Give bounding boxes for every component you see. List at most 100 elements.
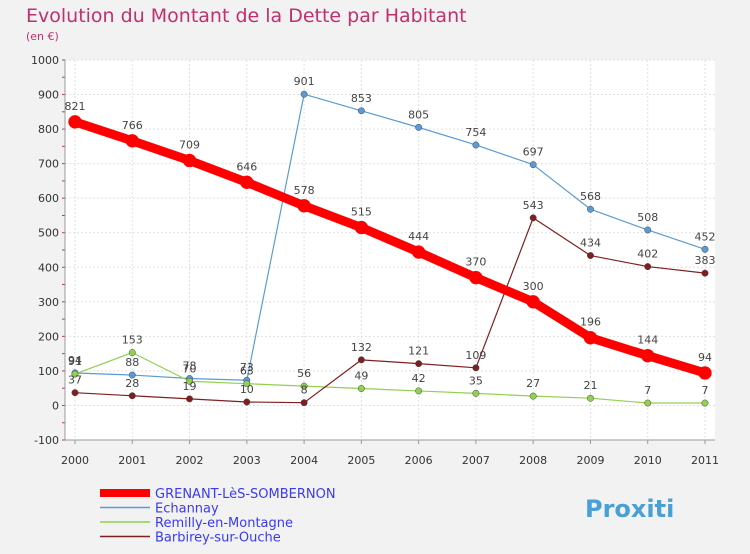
proxiti-logo: Proxiti <box>585 495 674 523</box>
data-label: 63 <box>240 365 254 378</box>
data-label: 78 <box>183 360 197 373</box>
chart-subtitle: (en €) <box>26 30 59 43</box>
y-tick-label: 900 <box>38 89 59 102</box>
data-point <box>415 387 423 395</box>
data-point <box>644 399 652 407</box>
y-tick-label: 400 <box>38 261 59 274</box>
data-point <box>587 252 594 259</box>
data-label: 49 <box>354 370 368 383</box>
data-label: 508 <box>637 211 658 224</box>
data-label: 7 <box>702 384 709 397</box>
data-point <box>128 392 136 400</box>
data-point <box>644 226 652 234</box>
data-label: 121 <box>408 345 429 358</box>
data-point <box>472 389 480 397</box>
data-point <box>297 199 311 213</box>
data-point <box>529 214 537 222</box>
y-tick-label: 300 <box>38 296 59 309</box>
x-tick-label: 2007 <box>462 454 490 467</box>
data-point <box>587 205 594 213</box>
data-label: 515 <box>351 206 372 219</box>
x-tick-label: 2011 <box>691 454 719 467</box>
legend: GRENANT-LèS-SOMBERNONEchannayRemilly-en-… <box>100 487 336 546</box>
data-label: 853 <box>351 92 372 105</box>
y-tick-label: 700 <box>38 158 59 171</box>
series-line <box>74 217 706 404</box>
data-label: 709 <box>179 139 200 152</box>
data-point <box>300 382 308 390</box>
data-point <box>354 220 369 235</box>
data-label: 543 <box>523 199 544 212</box>
data-label: 697 <box>523 146 544 159</box>
data-point <box>529 392 537 400</box>
data-label: 805 <box>408 108 429 121</box>
y-tick-label: 0 <box>52 399 59 412</box>
data-label: 578 <box>294 184 315 197</box>
x-tick-label: 2006 <box>405 454 433 467</box>
x-tick-label: 2000 <box>61 454 89 467</box>
y-tick-label: 200 <box>38 330 59 343</box>
y-axis: -100 0 100 200 300 400 500 600 700 800 900 1000 <box>31 54 66 447</box>
data-point <box>357 356 365 364</box>
x-tick-label: 2003 <box>233 454 261 467</box>
data-point <box>469 270 483 285</box>
data-label: 132 <box>351 341 372 354</box>
data-point <box>240 175 254 190</box>
data-label: 7 <box>644 384 651 397</box>
plot-area <box>65 60 715 440</box>
data-label: 94 <box>68 354 82 367</box>
legend-label: Echannay <box>155 502 219 517</box>
data-point <box>411 245 426 259</box>
data-label: 8 <box>301 384 308 397</box>
y-tick-label: -100 <box>34 434 59 447</box>
data-label: 35 <box>469 374 483 387</box>
data-point <box>186 377 193 385</box>
grid <box>65 59 715 441</box>
data-label: 70 <box>183 362 197 375</box>
data-point <box>243 398 251 406</box>
legend-label: Barbirey-sur-Ouche <box>155 531 281 546</box>
data-label: 37 <box>68 374 82 387</box>
data-point <box>640 348 655 363</box>
y-tick-label: 100 <box>38 365 59 378</box>
data-point <box>182 153 197 168</box>
data-point <box>701 269 709 277</box>
logo-text: Proxiti <box>585 495 674 523</box>
data-label: 19 <box>183 380 197 393</box>
x-tick-label: 2002 <box>176 454 204 467</box>
data-label: 56 <box>297 367 311 380</box>
data-label: 73 <box>240 361 254 374</box>
x-tick-label: 2010 <box>634 454 662 467</box>
data-label: 153 <box>122 334 143 347</box>
data-label: 901 <box>294 75 315 88</box>
data-label: 383 <box>695 254 716 267</box>
chart-title: Evolution du Montant de la Dette par Hab… <box>26 5 467 27</box>
series-remilly-en-montagne: 91 153 70 63 56 49 42 35 27 21 7 7 <box>68 334 709 407</box>
legend-label: Remilly-en-Montagne <box>155 516 293 531</box>
x-tick-label: 2005 <box>347 454 375 467</box>
data-label: 444 <box>408 230 429 243</box>
data-label: 646 <box>236 160 257 173</box>
series-echannay: 94 88 78 73 901 853 805 754 697 568 508 452 <box>68 75 716 384</box>
data-point <box>526 295 540 309</box>
data-label: 10 <box>240 383 254 396</box>
data-point <box>128 349 136 357</box>
data-point <box>472 364 480 372</box>
data-label: 42 <box>412 372 426 385</box>
data-label: 402 <box>637 248 658 261</box>
series-grenant-l-s-sombernon: 821 766 709 646 578 515 444 370 300 196 144 94 <box>65 100 712 380</box>
data-point <box>587 394 594 402</box>
data-point <box>701 245 709 253</box>
y-tick-label: 600 <box>38 192 59 205</box>
data-label: 821 <box>65 100 86 113</box>
data-point <box>529 161 537 169</box>
data-point <box>125 134 140 148</box>
y-tick-label: 800 <box>38 123 59 136</box>
data-point <box>644 263 652 271</box>
series-line <box>70 117 710 378</box>
x-tick-label: 2008 <box>519 454 547 467</box>
data-label: 434 <box>580 237 601 250</box>
